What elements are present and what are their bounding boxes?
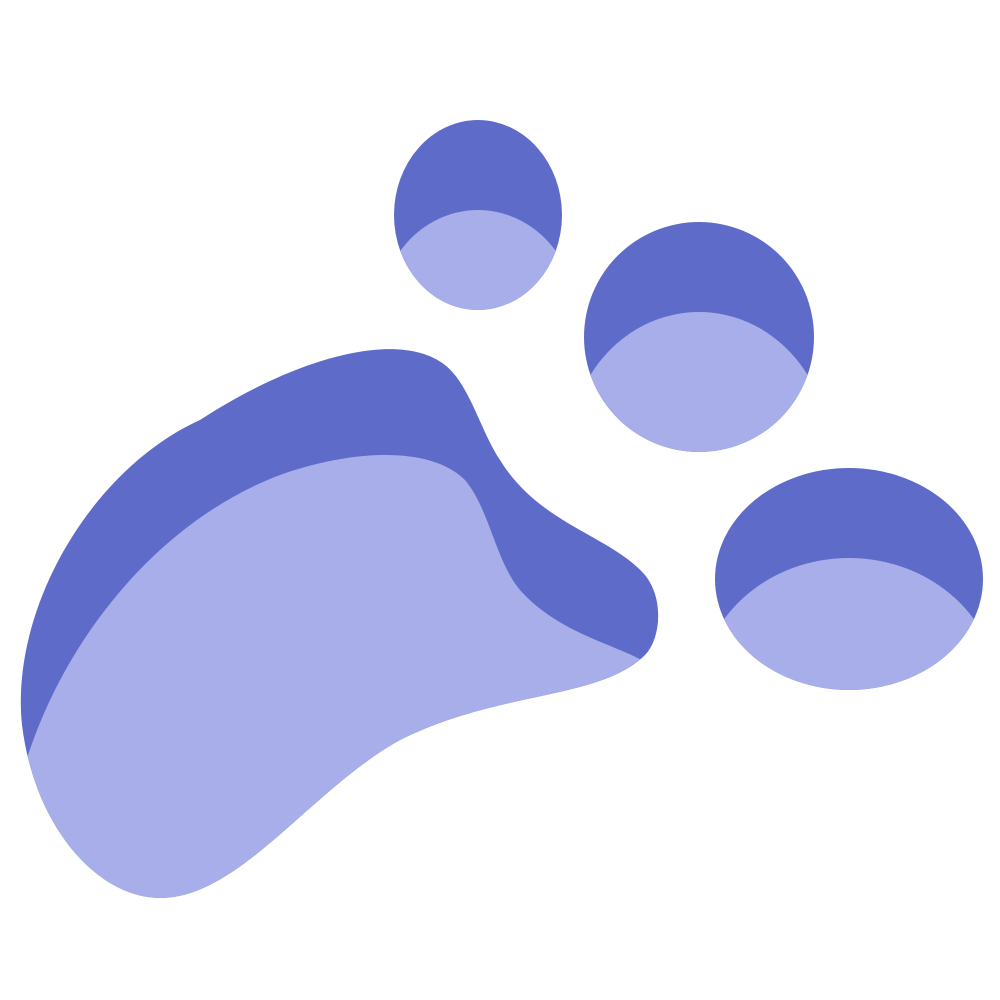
paw-main-pad	[20, 349, 659, 898]
paw-toe-small	[394, 120, 562, 310]
paw-toe-large	[715, 468, 983, 690]
paw-toe-middle	[584, 222, 814, 452]
